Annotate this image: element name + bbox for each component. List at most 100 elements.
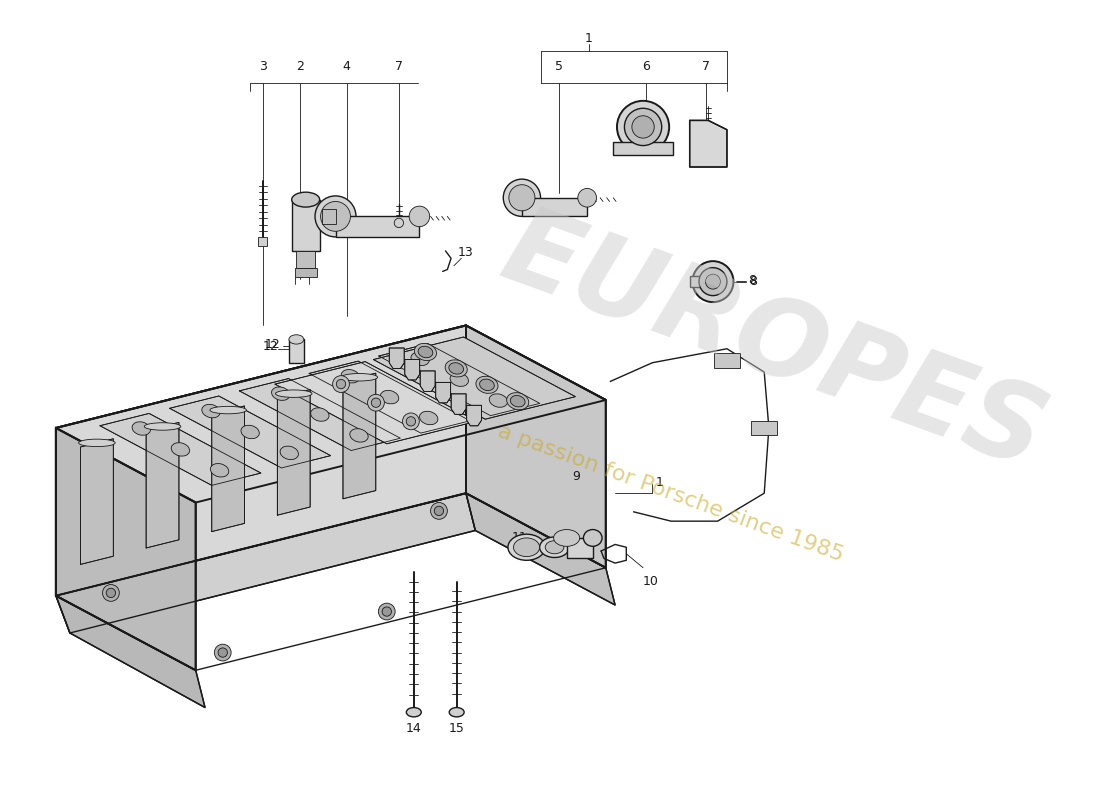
Polygon shape xyxy=(56,428,196,670)
Ellipse shape xyxy=(320,202,351,231)
Ellipse shape xyxy=(419,411,438,425)
Text: 10: 10 xyxy=(642,575,659,588)
Ellipse shape xyxy=(509,185,535,211)
Polygon shape xyxy=(466,406,482,426)
Ellipse shape xyxy=(341,374,377,381)
Text: 15: 15 xyxy=(449,722,464,735)
Bar xyxy=(521,198,587,216)
Bar xyxy=(566,538,593,558)
Polygon shape xyxy=(80,438,113,565)
Ellipse shape xyxy=(450,373,469,386)
Circle shape xyxy=(705,274,720,289)
Text: 9: 9 xyxy=(572,470,580,483)
Text: 14: 14 xyxy=(406,722,421,735)
Text: 6: 6 xyxy=(642,60,650,73)
Ellipse shape xyxy=(514,538,540,557)
Circle shape xyxy=(107,588,116,598)
Polygon shape xyxy=(146,422,179,548)
Text: 11: 11 xyxy=(513,531,528,545)
Polygon shape xyxy=(275,362,477,444)
Ellipse shape xyxy=(275,390,312,398)
Circle shape xyxy=(625,108,662,146)
Text: 13: 13 xyxy=(458,246,474,259)
Ellipse shape xyxy=(210,406,246,414)
Bar xyxy=(714,354,740,368)
Text: 12: 12 xyxy=(264,338,280,350)
Text: 12: 12 xyxy=(263,340,278,354)
Polygon shape xyxy=(405,359,420,380)
Polygon shape xyxy=(56,326,466,596)
Ellipse shape xyxy=(480,379,494,390)
Ellipse shape xyxy=(449,707,464,717)
Ellipse shape xyxy=(381,390,398,404)
Text: 2: 2 xyxy=(296,60,304,73)
Circle shape xyxy=(631,116,654,138)
Circle shape xyxy=(394,218,404,227)
Polygon shape xyxy=(466,326,606,568)
Text: 1: 1 xyxy=(585,32,593,45)
Polygon shape xyxy=(343,373,376,498)
Ellipse shape xyxy=(201,404,220,418)
Ellipse shape xyxy=(504,179,540,216)
Text: EUROPES: EUROPES xyxy=(488,197,1059,491)
Polygon shape xyxy=(309,361,470,433)
Ellipse shape xyxy=(280,446,298,459)
Ellipse shape xyxy=(508,534,546,560)
Ellipse shape xyxy=(415,343,437,361)
Circle shape xyxy=(218,648,228,658)
Circle shape xyxy=(698,268,727,296)
Ellipse shape xyxy=(449,362,463,374)
Polygon shape xyxy=(466,493,615,605)
Ellipse shape xyxy=(507,393,529,410)
Ellipse shape xyxy=(540,537,570,558)
Circle shape xyxy=(102,585,119,602)
Ellipse shape xyxy=(79,439,116,446)
Ellipse shape xyxy=(341,370,360,383)
Circle shape xyxy=(367,394,384,411)
Circle shape xyxy=(337,379,345,389)
Ellipse shape xyxy=(310,408,329,422)
Circle shape xyxy=(372,398,381,407)
Ellipse shape xyxy=(132,422,151,435)
Polygon shape xyxy=(277,390,310,515)
Bar xyxy=(289,339,304,362)
Ellipse shape xyxy=(446,360,468,377)
Circle shape xyxy=(406,417,416,426)
Circle shape xyxy=(403,413,419,430)
Polygon shape xyxy=(690,121,727,167)
Polygon shape xyxy=(211,406,244,531)
Ellipse shape xyxy=(553,530,580,546)
Circle shape xyxy=(434,506,443,515)
Ellipse shape xyxy=(144,422,180,430)
Text: 7: 7 xyxy=(703,60,711,73)
Ellipse shape xyxy=(546,541,564,554)
Bar xyxy=(690,276,713,287)
Text: 7: 7 xyxy=(395,60,403,73)
Ellipse shape xyxy=(411,352,429,366)
Bar xyxy=(292,200,320,251)
Circle shape xyxy=(214,644,231,661)
Ellipse shape xyxy=(210,463,229,477)
Polygon shape xyxy=(56,596,205,707)
Bar xyxy=(613,142,673,155)
Ellipse shape xyxy=(272,387,290,400)
Ellipse shape xyxy=(490,394,507,407)
Circle shape xyxy=(693,261,734,302)
Polygon shape xyxy=(420,371,436,391)
Text: 3: 3 xyxy=(258,60,267,73)
Circle shape xyxy=(378,603,395,620)
Bar xyxy=(751,421,778,435)
Ellipse shape xyxy=(315,196,356,237)
Bar xyxy=(296,251,315,268)
Polygon shape xyxy=(389,348,404,369)
Text: 8: 8 xyxy=(749,275,757,288)
Ellipse shape xyxy=(409,206,430,226)
Ellipse shape xyxy=(350,429,368,442)
Circle shape xyxy=(430,502,448,519)
Polygon shape xyxy=(240,378,400,450)
Polygon shape xyxy=(169,396,331,468)
Text: 1: 1 xyxy=(656,475,663,489)
Polygon shape xyxy=(436,382,451,403)
Polygon shape xyxy=(56,326,606,502)
Bar xyxy=(336,216,419,237)
